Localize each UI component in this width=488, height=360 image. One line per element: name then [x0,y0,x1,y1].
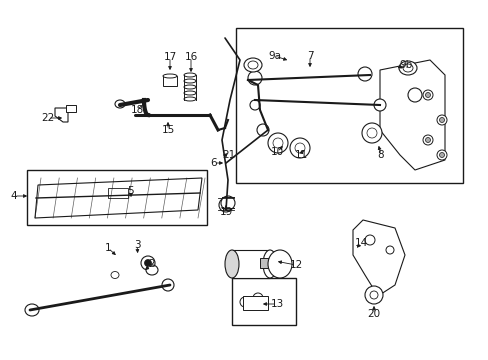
Ellipse shape [25,304,39,316]
Ellipse shape [146,265,158,275]
Bar [260,258,280,268]
Text: 8: 8 [377,150,384,160]
Text: 18: 18 [130,105,143,115]
Ellipse shape [221,196,235,210]
Bar [243,296,267,310]
Ellipse shape [240,297,249,307]
Ellipse shape [247,71,262,85]
Ellipse shape [364,235,374,245]
Text: 5: 5 [127,186,134,196]
Text: 10: 10 [270,147,283,157]
Text: 17: 17 [163,52,176,62]
Ellipse shape [267,133,287,153]
Ellipse shape [183,73,196,77]
Ellipse shape [436,115,446,125]
Text: 9b: 9b [399,60,412,70]
Text: 1: 1 [104,243,111,253]
Ellipse shape [398,61,416,75]
Ellipse shape [366,128,376,138]
Ellipse shape [272,138,283,148]
Text: 9a: 9a [268,51,281,61]
Ellipse shape [425,93,429,98]
Ellipse shape [257,124,268,136]
Text: 12: 12 [289,260,302,270]
Text: 7: 7 [306,51,313,61]
Ellipse shape [144,260,151,266]
Bar [231,250,269,278]
Ellipse shape [369,291,377,299]
Polygon shape [35,178,202,218]
Bar [236,28,462,183]
Ellipse shape [224,250,239,278]
Ellipse shape [373,99,385,111]
Ellipse shape [422,135,432,145]
Ellipse shape [141,256,155,270]
Ellipse shape [111,271,119,279]
Ellipse shape [436,150,446,160]
Text: 6: 6 [210,158,217,168]
Ellipse shape [219,198,232,212]
Text: 3: 3 [133,240,140,250]
Polygon shape [352,220,404,296]
Ellipse shape [162,279,174,291]
Bar [163,76,177,86]
Ellipse shape [115,100,125,108]
Bar [108,188,128,198]
Ellipse shape [249,100,260,110]
Ellipse shape [357,67,371,81]
Ellipse shape [364,286,382,304]
Ellipse shape [267,250,291,278]
Text: 21: 21 [222,150,235,160]
Text: 11: 11 [294,150,307,160]
Text: 16: 16 [184,52,197,62]
Text: 4: 4 [11,191,17,201]
Ellipse shape [439,117,444,122]
Ellipse shape [263,250,276,278]
Polygon shape [55,108,68,122]
Ellipse shape [422,90,432,100]
Text: 19: 19 [219,207,232,217]
Bar [27,170,206,225]
Bar [231,278,295,325]
Ellipse shape [252,293,263,303]
Text: 14: 14 [354,238,367,248]
Polygon shape [379,60,444,170]
Ellipse shape [439,153,444,158]
Ellipse shape [183,97,196,101]
Text: 13: 13 [270,299,283,309]
Text: 15: 15 [161,125,174,135]
Ellipse shape [294,143,305,153]
Ellipse shape [183,85,196,89]
Ellipse shape [407,88,421,102]
Text: 20: 20 [366,309,380,319]
Ellipse shape [385,246,393,254]
Ellipse shape [289,138,309,158]
Ellipse shape [183,91,196,95]
Ellipse shape [247,61,258,69]
Text: 2: 2 [148,259,155,269]
Ellipse shape [425,138,429,143]
Ellipse shape [361,123,381,143]
Text: 22: 22 [41,113,55,123]
Ellipse shape [163,74,177,78]
Bar [66,105,76,112]
Ellipse shape [183,79,196,83]
Ellipse shape [244,58,262,72]
Ellipse shape [402,64,412,72]
